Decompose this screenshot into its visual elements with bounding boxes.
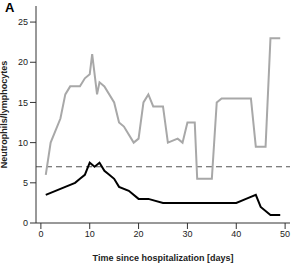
svg-text:25: 25 <box>18 17 28 27</box>
svg-text:40: 40 <box>231 229 241 239</box>
svg-text:5: 5 <box>23 178 28 188</box>
svg-text:Time since hospitalization [da: Time since hospitalization [days] <box>93 253 234 263</box>
svg-text:20: 20 <box>18 57 28 67</box>
svg-text:0: 0 <box>23 218 28 228</box>
svg-text:15: 15 <box>18 98 28 108</box>
svg-text:0: 0 <box>38 229 43 239</box>
svg-text:30: 30 <box>182 229 192 239</box>
html-text:A: A <box>5 0 15 15</box>
svg-text:10: 10 <box>18 138 28 148</box>
svg-text:Neutrophils/lymphocytes: Neutrophils/lymphocytes <box>8 61 9 169</box>
svg-text:20: 20 <box>134 229 144 239</box>
svg-text:50: 50 <box>280 229 290 239</box>
svg-text:10: 10 <box>85 229 95 239</box>
